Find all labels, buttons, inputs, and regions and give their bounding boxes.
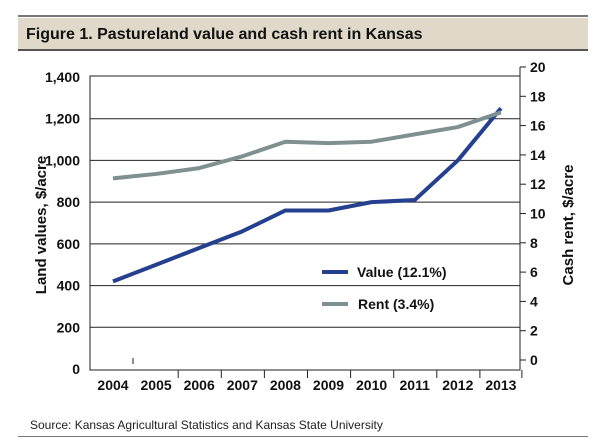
- title-bar: [18, 18, 588, 49]
- y-left-tick-label: 0: [72, 361, 80, 377]
- source-note: Source: Kansas Agricultural Statistics a…: [30, 418, 383, 432]
- series-line-value: [112, 107, 503, 284]
- top-rule: [18, 15, 588, 17]
- title-rule: [18, 49, 588, 51]
- y-left-tick-label: 1,000: [45, 152, 80, 168]
- y-axis-left-label: Land values, $/acre: [33, 156, 50, 294]
- y-right-tick-label: 0: [530, 352, 538, 368]
- y-right-tick-label: 8: [530, 235, 538, 251]
- x-tick-label: 2006: [184, 377, 215, 393]
- x-tick-label: 2007: [227, 377, 258, 393]
- y-right-tick-label: 2: [530, 323, 538, 339]
- y-right-tick-label: 12: [530, 176, 546, 192]
- y-right-tick-label: 16: [530, 118, 546, 134]
- plot-frame: [89, 75, 521, 371]
- chart-title: Figure 1. Pastureland value and cash ren…: [26, 26, 423, 43]
- y-right-tick-label: 14: [530, 147, 546, 163]
- x-tick-label: 2011: [400, 377, 431, 393]
- y-left-tick-label: 600: [57, 236, 81, 252]
- legend-label-value: Value (12.1%): [357, 264, 447, 280]
- y-left-tick-label: 1,200: [45, 111, 80, 127]
- x-tick-label: 2012: [442, 377, 473, 393]
- y-right-tick-label: 10: [530, 206, 546, 222]
- x-tick-label: 2013: [485, 377, 516, 393]
- y-right-tick-label: 18: [530, 88, 546, 104]
- y-right-tick-label: 20: [530, 59, 546, 75]
- y-left-tick-label: 200: [57, 319, 81, 335]
- legend-label-rent: Rent (3.4%): [358, 296, 434, 312]
- x-tick-label: 2005: [141, 377, 172, 393]
- bottom-rule: [18, 436, 588, 437]
- series-line-rent: [112, 110, 502, 181]
- y-left-tick-label: 800: [57, 194, 81, 210]
- y-right-tick-label: 4: [530, 293, 538, 309]
- x-tick-label: 2008: [270, 377, 301, 393]
- y-right-tick-label: 6: [530, 264, 538, 280]
- y-axis-right-label: Cash rent, $/acre: [560, 165, 577, 286]
- x-tick-label: 2004: [97, 377, 128, 393]
- x-tick-label: 2009: [313, 377, 344, 393]
- y-left-tick-label: 1,400: [45, 69, 80, 85]
- y-left-tick-label: 400: [57, 278, 81, 294]
- x-tick-label: 2010: [356, 377, 387, 393]
